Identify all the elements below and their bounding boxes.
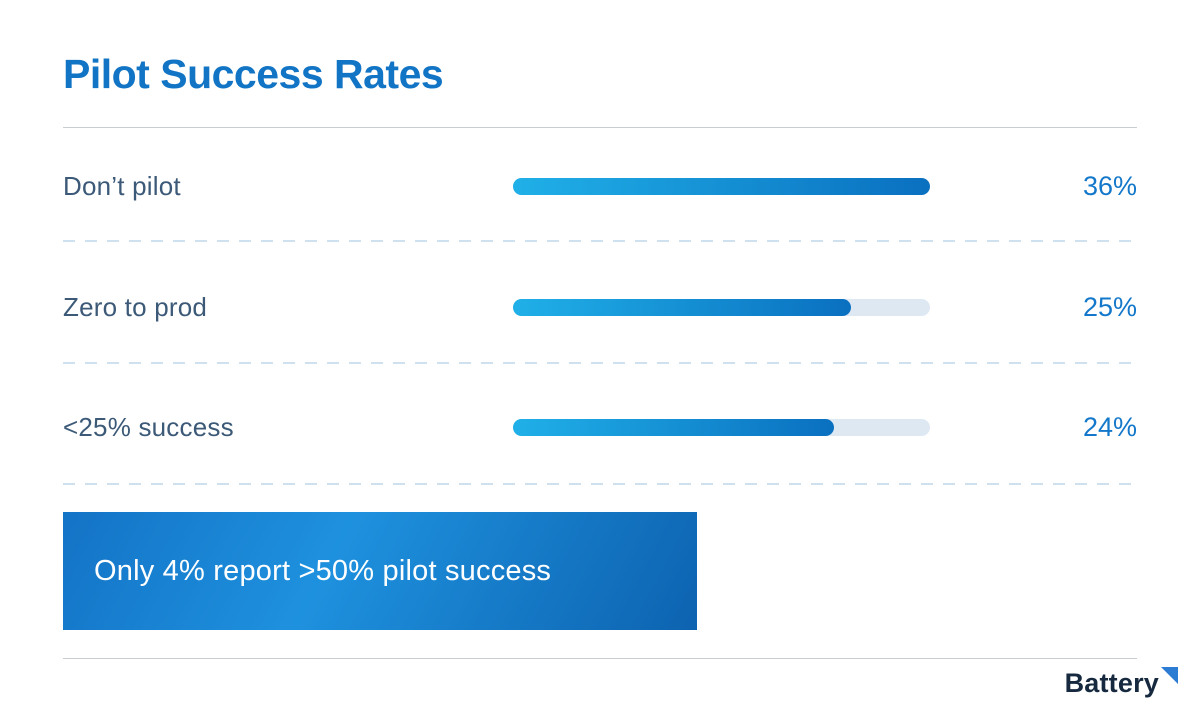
callout-text: Only 4% report >50% pilot success [94, 554, 552, 587]
bar-row-zero-to-prod: Zero to prod 25% [63, 287, 1137, 327]
bar-fill [513, 418, 835, 436]
bottom-divider [63, 658, 1137, 659]
bar-track [513, 418, 930, 436]
top-divider [63, 127, 1137, 128]
battery-flag-icon [1161, 667, 1178, 684]
bar-value: 25% [1082, 291, 1137, 322]
bar-track [513, 298, 930, 316]
bar-value: 36% [1082, 170, 1137, 201]
bar-track [513, 177, 930, 195]
dashed-separator [63, 240, 1137, 242]
callout-box: Only 4% report >50% pilot success [63, 512, 697, 630]
bar-label: <25% success [63, 411, 234, 442]
bar-value: 24% [1082, 411, 1137, 442]
battery-wordmark: Battery [1064, 668, 1159, 698]
page-title: Pilot Success Rates [63, 51, 444, 97]
battery-logo: Battery [1065, 667, 1178, 701]
dashed-separator [63, 362, 1137, 364]
bar-row-dont-pilot: Don’t pilot 36% [63, 166, 1137, 206]
bar-fill [513, 298, 851, 316]
bar-label: Don’t pilot [63, 170, 181, 201]
bar-fill [513, 177, 930, 195]
bar-row-lt25-success: <25% success 24% [63, 407, 1137, 447]
dashed-separator [63, 483, 1137, 485]
bar-label: Zero to prod [63, 291, 208, 322]
